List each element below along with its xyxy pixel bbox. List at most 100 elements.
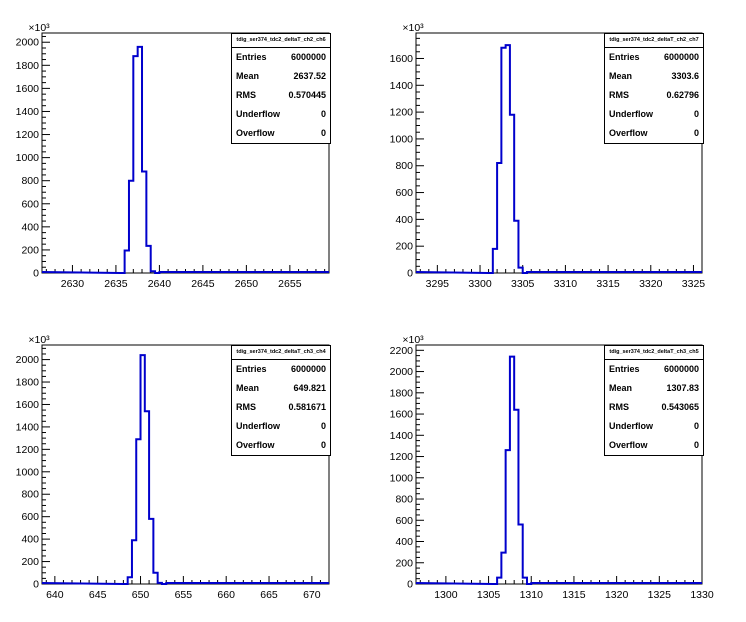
y-tick-label: 0	[407, 268, 413, 280]
stats-value: 0	[693, 421, 699, 431]
x-tick-label: 2645	[191, 278, 215, 290]
histogram-outline	[415, 44, 702, 274]
stats-row: Overflow 0	[605, 124, 703, 143]
y-exponent-label: ×10³	[402, 334, 424, 346]
stats-row: Mean 3303.6	[605, 67, 703, 86]
y-tick-label: 2000	[390, 366, 414, 378]
stats-label: Entries	[609, 52, 640, 62]
y-tick-label: 1000	[16, 152, 40, 164]
stats-row: Overflow 0	[232, 436, 330, 455]
stats-value: 6000000	[663, 52, 699, 62]
x-tick-label: 3320	[639, 278, 663, 290]
stats-value: 0	[693, 440, 699, 450]
y-tick-label: 800	[21, 175, 39, 187]
y-tick-label: 400	[21, 221, 39, 233]
stats-value: 0	[320, 440, 326, 450]
histogram-outline	[41, 354, 329, 585]
stats-row: RMS 0.570445	[232, 86, 330, 105]
x-tick-label: 660	[217, 589, 235, 601]
stats-row: RMS 0.543065	[605, 398, 703, 417]
x-tick-label: 3300	[468, 278, 492, 290]
y-tick-label: 1600	[390, 53, 414, 65]
stats-row: Underflow 0	[232, 105, 330, 124]
stats-title: tdig_ser374_tdc2_deltaT_ch3_ch5	[605, 346, 703, 360]
y-tick-label: 1000	[390, 133, 414, 145]
stats-value: 6000000	[290, 52, 326, 62]
stats-value: 0.581671	[288, 402, 326, 412]
stats-row: Entries 6000000	[605, 360, 703, 379]
x-tick-label: 670	[303, 589, 321, 601]
x-tick-label: 1330	[690, 589, 714, 601]
x-tick-label: 640	[46, 589, 64, 601]
y-tick-label: 1800	[16, 60, 40, 72]
stats-row: Underflow 0	[605, 417, 703, 436]
stats-label: Underflow	[236, 421, 280, 431]
x-tick-label: 2640	[148, 278, 172, 290]
stats-value: 3303.6	[671, 71, 699, 81]
stats-label: Mean	[236, 71, 260, 81]
y-tick-label: 200	[21, 244, 39, 256]
y-tick-label: 1400	[16, 106, 40, 118]
stats-label: Underflow	[236, 109, 280, 119]
stats-row: Overflow 0	[605, 436, 703, 455]
x-tick-label: 2650	[235, 278, 259, 290]
x-tick-label: 655	[175, 589, 193, 601]
y-tick-label: 600	[395, 515, 413, 527]
x-tick-label: 1325	[648, 589, 672, 601]
y-tick-label: 1400	[16, 421, 40, 433]
stats-value: 0	[320, 109, 326, 119]
histogram-outline	[415, 355, 702, 585]
stats-value: 2637.52	[293, 71, 326, 81]
histogram-bin	[523, 578, 527, 584]
x-tick-label: 1300	[434, 589, 458, 601]
histogram-bin	[518, 525, 522, 584]
stats-title: tdig_ser374_tdc2_deltaT_ch2_ch6	[232, 34, 330, 48]
x-tick-label: 3305	[511, 278, 535, 290]
y-tick-label: 0	[33, 579, 39, 591]
stats-label: Overflow	[609, 440, 648, 450]
stats-box: tdig_ser374_tdc2_deltaT_ch2_ch7 Entries 60…	[604, 33, 704, 144]
histogram-bin	[506, 450, 510, 584]
stats-value: 0.62796	[666, 90, 699, 100]
x-tick-label: 645	[89, 589, 107, 601]
stats-label: Overflow	[236, 440, 275, 450]
y-tick-label: 600	[395, 187, 413, 199]
y-tick-label: 2000	[16, 354, 40, 366]
stats-value: 0	[320, 421, 326, 431]
histogram-bin	[510, 357, 514, 584]
y-exponent-label: ×10³	[28, 334, 50, 346]
x-tick-label: 650	[132, 589, 150, 601]
histogram-bin	[514, 410, 518, 584]
stats-row: Entries 6000000	[232, 360, 330, 379]
y-tick-label: 0	[407, 579, 413, 591]
stats-label: Mean	[609, 383, 633, 393]
stats-label: Underflow	[609, 421, 653, 431]
x-tick-label: 1305	[477, 589, 501, 601]
y-tick-label: 1000	[390, 472, 414, 484]
y-tick-label: 1200	[16, 129, 40, 141]
y-tick-label: 1600	[390, 409, 414, 421]
stats-value: 0.570445	[288, 90, 326, 100]
x-tick-label: 665	[260, 589, 278, 601]
y-exponent-label: ×10³	[28, 22, 50, 34]
y-tick-label: 1000	[16, 466, 40, 478]
stats-value: 6000000	[663, 364, 699, 374]
stats-row: Underflow 0	[605, 105, 703, 124]
histogram-outline	[41, 45, 329, 274]
y-tick-label: 1800	[16, 377, 40, 389]
stats-row: RMS 0.62796	[605, 86, 703, 105]
y-tick-label: 2000	[16, 37, 40, 49]
stats-row: RMS 0.581671	[232, 398, 330, 417]
x-tick-label: 3295	[426, 278, 450, 290]
y-tick-label: 1800	[390, 387, 414, 399]
x-tick-label: 2635	[104, 278, 128, 290]
stats-label: Mean	[236, 383, 260, 393]
y-tick-label: 800	[395, 494, 413, 506]
stats-label: RMS	[236, 402, 256, 412]
stats-row: Mean 2637.52	[232, 67, 330, 86]
x-tick-label: 3325	[682, 278, 706, 290]
y-tick-label: 200	[395, 557, 413, 569]
x-tick-label: 1315	[562, 589, 586, 601]
y-tick-label: 2200	[390, 345, 414, 357]
